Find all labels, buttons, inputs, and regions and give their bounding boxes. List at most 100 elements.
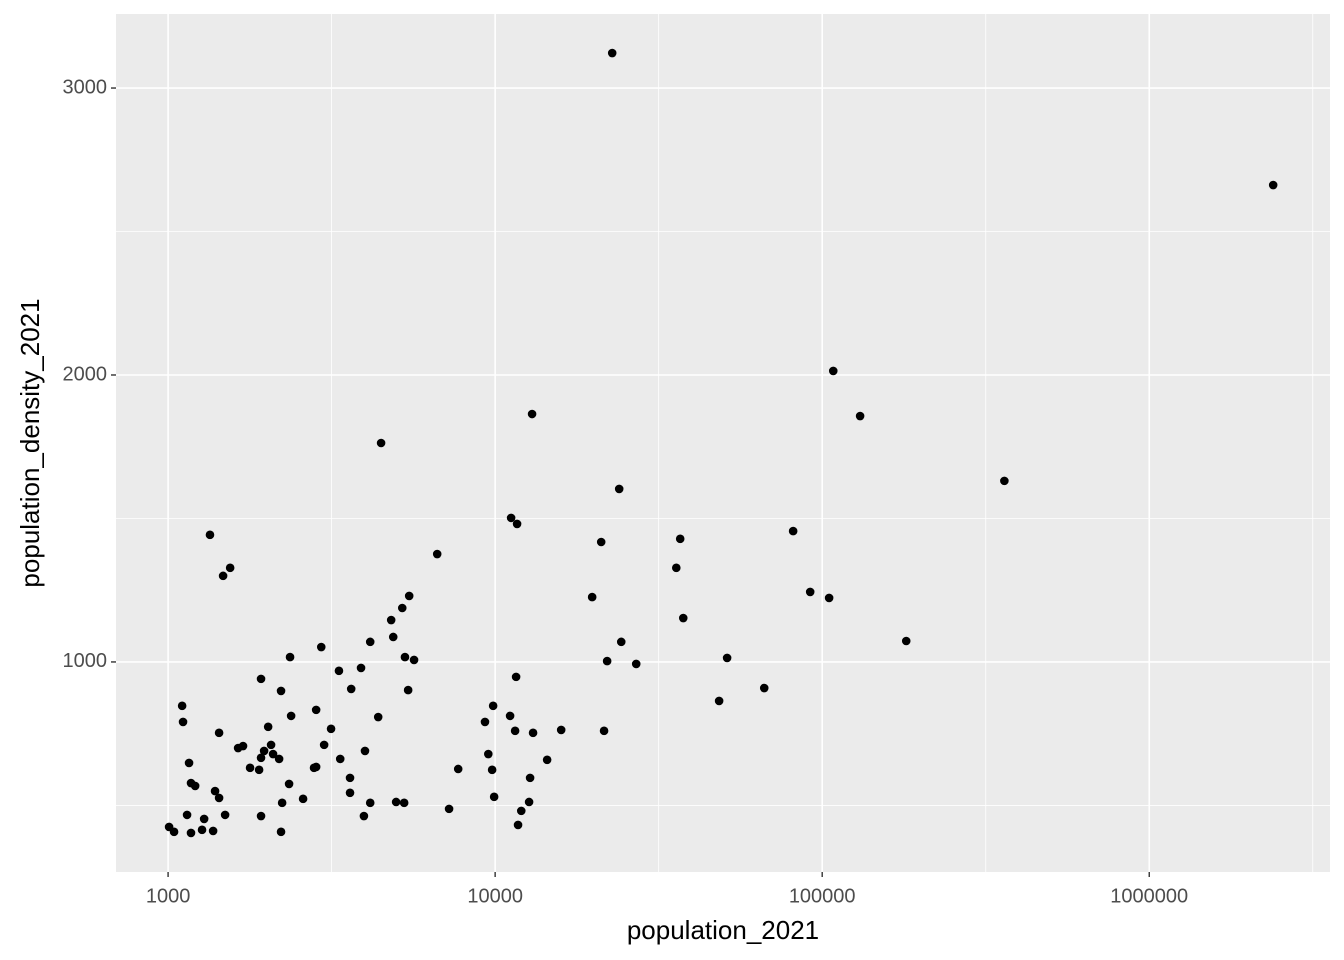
point (855, 411, 865, 421)
point (266, 740, 276, 750)
point (510, 726, 520, 736)
point (319, 740, 329, 750)
point (788, 526, 798, 536)
point (505, 711, 515, 721)
point (488, 701, 498, 711)
point (256, 753, 266, 763)
point (602, 656, 612, 666)
point (285, 652, 295, 662)
point (432, 549, 442, 559)
point (274, 754, 284, 764)
point (169, 827, 179, 837)
point (596, 537, 606, 547)
point (528, 728, 538, 738)
point (345, 788, 355, 798)
point (245, 763, 255, 773)
point (444, 804, 454, 814)
point (506, 513, 516, 523)
point (326, 724, 336, 734)
point (671, 563, 681, 573)
x-tick-label: 1000000 (1110, 885, 1188, 907)
point (360, 746, 370, 756)
point (542, 755, 552, 765)
point (828, 366, 838, 376)
point (587, 592, 597, 602)
point (722, 653, 732, 663)
point (365, 798, 375, 808)
point (311, 762, 321, 772)
point (556, 725, 566, 735)
point (197, 825, 207, 835)
point (182, 810, 192, 820)
point (208, 826, 218, 836)
point (399, 798, 409, 808)
point (184, 758, 194, 768)
point (256, 811, 266, 821)
point (199, 814, 209, 824)
point (397, 603, 407, 613)
point (276, 686, 286, 696)
point (284, 779, 294, 789)
point (259, 746, 269, 756)
point (675, 534, 685, 544)
y-tick-label: 2000 (63, 363, 108, 385)
point (186, 828, 196, 838)
point (614, 484, 624, 494)
point (311, 705, 321, 715)
point (345, 773, 355, 783)
point (388, 632, 398, 642)
point (316, 642, 326, 652)
point (607, 48, 617, 58)
point (480, 717, 490, 727)
point (516, 806, 526, 816)
point (484, 749, 493, 759)
point (218, 571, 228, 581)
point (616, 637, 626, 647)
point (373, 712, 383, 722)
point (489, 792, 499, 802)
point (210, 786, 220, 796)
point (220, 810, 230, 820)
panel-background (116, 14, 1330, 872)
point (356, 663, 366, 673)
point (525, 773, 535, 783)
point (286, 711, 296, 721)
point (400, 652, 410, 662)
y-tick-label: 3000 (63, 76, 108, 98)
point (513, 820, 523, 830)
point (512, 519, 522, 529)
x-axis-title: population_2021 (627, 915, 819, 945)
point (205, 530, 215, 540)
point (714, 696, 724, 706)
point (824, 593, 834, 603)
point (678, 613, 688, 623)
point (190, 781, 200, 791)
point (365, 637, 375, 647)
point (376, 438, 386, 448)
point (404, 591, 414, 601)
point (268, 749, 278, 759)
point (759, 683, 769, 693)
point (334, 666, 344, 676)
point (298, 794, 308, 804)
point (225, 563, 235, 573)
point (453, 764, 463, 774)
point (409, 655, 419, 665)
point (346, 684, 356, 694)
point (177, 701, 187, 711)
point (631, 659, 641, 669)
point (599, 726, 609, 736)
y-tick-label: 1000 (63, 650, 108, 672)
point (254, 765, 264, 775)
point (263, 722, 273, 732)
point (511, 672, 521, 682)
point (403, 685, 413, 695)
point (335, 754, 345, 764)
y-axis-title: population_density_2021 (15, 298, 45, 587)
point (233, 743, 243, 753)
point (276, 827, 286, 837)
point (214, 728, 224, 738)
point (524, 797, 534, 807)
